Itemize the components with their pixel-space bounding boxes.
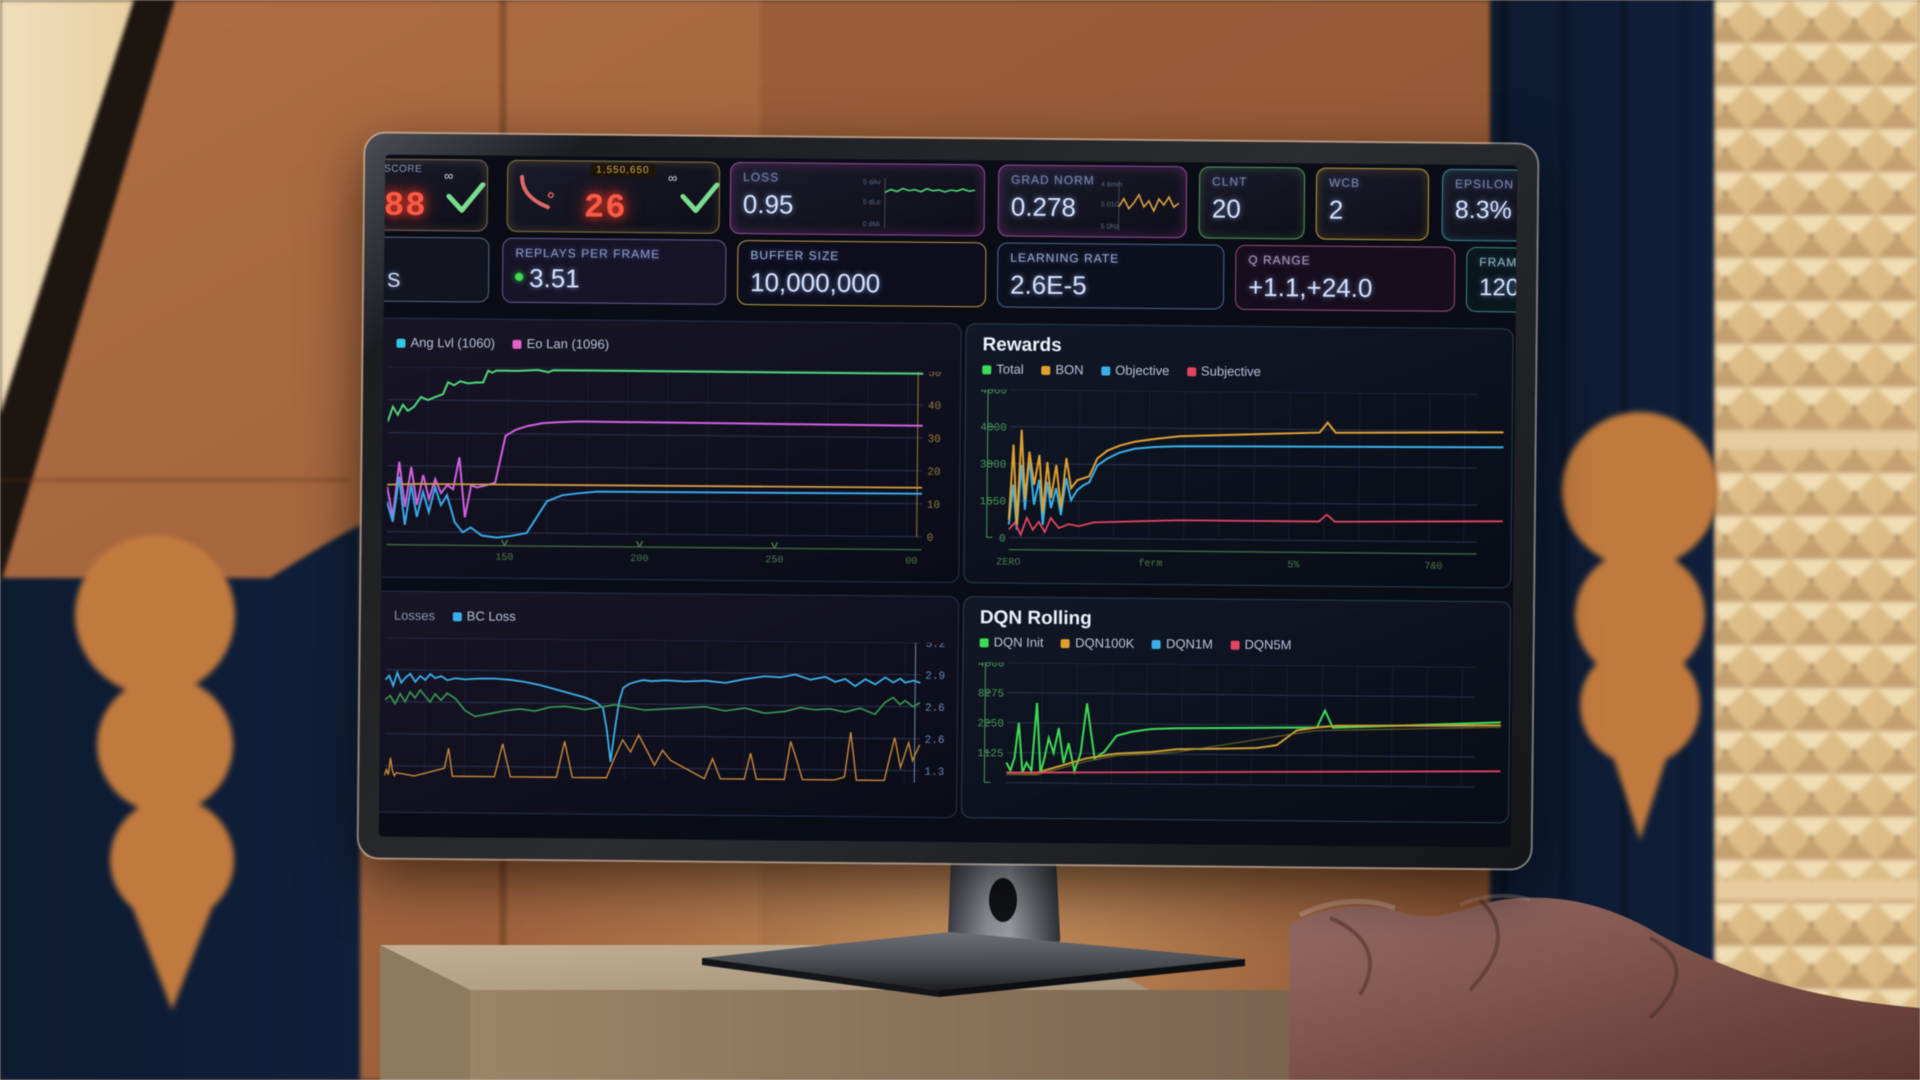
svg-text:150: 150 (495, 553, 513, 564)
svg-text:200: 200 (630, 554, 648, 565)
svg-text:5 dAv: 5 dAv (863, 179, 881, 186)
svg-text:50: 50 (928, 368, 941, 380)
svg-text:22250: 22250 (976, 718, 1004, 730)
svg-text:ferm: ferm (1138, 558, 1162, 570)
svg-text:38275: 38275 (976, 688, 1004, 700)
svg-text:5.2: 5.2 (926, 639, 946, 651)
svg-text:1.3: 1.3 (924, 767, 944, 779)
svg-text:0: 0 (999, 533, 1006, 545)
svg-text:40: 40 (928, 401, 941, 413)
svg-text:ZERO: ZERO (996, 557, 1020, 568)
svg-text:30: 30 (928, 434, 941, 446)
svg-text:2.6: 2.6 (925, 703, 945, 715)
svg-text:7&0: 7&0 (1424, 562, 1442, 573)
svg-text:11550: 11550 (978, 496, 1006, 508)
svg-text:44000: 44000 (976, 662, 1004, 670)
svg-text:0 dMi: 0 dMi (863, 221, 881, 228)
svg-text:00: 00 (905, 557, 917, 568)
svg-text:5 0Nz: 5 0Nz (1101, 223, 1120, 230)
svg-text:23000: 23000 (978, 459, 1006, 471)
svg-text:20: 20 (927, 467, 940, 479)
svg-text:2.6: 2.6 (925, 735, 945, 747)
svg-text:4000: 4000 (981, 389, 1008, 397)
svg-text:250: 250 (765, 555, 783, 566)
svg-text:11125: 11125 (976, 748, 1004, 760)
svg-text:5 01G: 5 01G (1101, 201, 1120, 208)
svg-text:5%: 5% (1287, 560, 1299, 571)
svg-text:10: 10 (927, 500, 940, 512)
svg-text:34000: 34000 (978, 422, 1006, 434)
svg-text:0: 0 (927, 533, 934, 545)
svg-text:5 dLo: 5 dLo (863, 199, 881, 206)
svg-text:2.9: 2.9 (925, 671, 945, 683)
